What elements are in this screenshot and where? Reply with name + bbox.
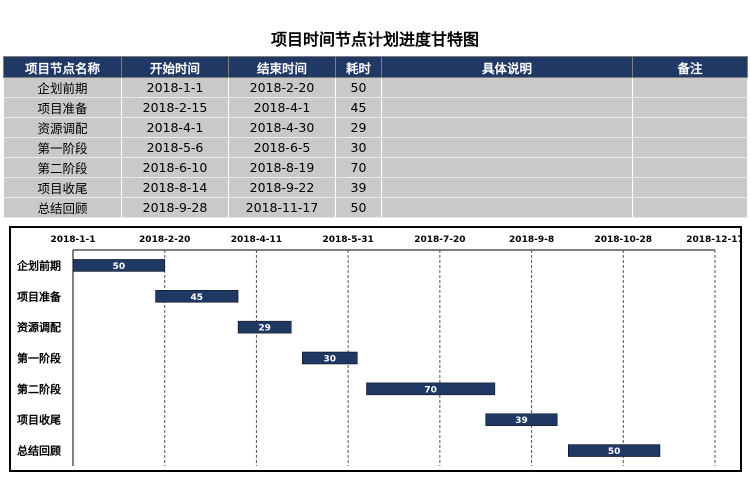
x-tick-label: 2018-12-17 [686,235,740,245]
cell-end-time[interactable]: 2018-2-20 [228,77,336,98]
bar-data-label: 39 [515,416,528,426]
header-end-time: 结束时间 [228,56,336,78]
cell-remarks[interactable] [632,157,748,178]
gantt-chart-canvas: 2018-1-1 2018-2-20 2018-4-11 2018-5-31 2018-… [16,235,740,466]
category-label: 企划前期 [16,258,61,272]
cell-description[interactable] [381,157,633,178]
bar-data-label: 30 [324,355,337,365]
cell-start-time[interactable]: 2018-2-15 [121,97,229,118]
cell-remarks[interactable] [632,137,748,158]
schedule-table: 项目节点名称 开始时间 结束时间 耗时 具体说明 备注 企划前期 2018-1-… [3,56,748,218]
header-description: 具体说明 [381,56,633,78]
header-node-name: 项目节点名称 [3,56,122,78]
bar-data-label: 45 [191,293,204,303]
cell-duration[interactable]: 70 [335,157,382,178]
cell-description[interactable] [381,137,633,158]
table-row: 第一阶段 2018-5-6 2018-6-5 30 [3,137,748,158]
table-row: 资源调配 2018-4-1 2018-4-30 29 [3,117,748,138]
gantt-bar [302,351,358,365]
cell-end-time[interactable]: 2018-4-1 [228,97,336,118]
table-row: 企划前期 2018-1-1 2018-2-20 50 [3,77,748,98]
cell-node-name[interactable]: 企划前期 [3,77,122,98]
cell-node-name[interactable]: 第二阶段 [3,157,122,178]
x-tick-label: 2018-7-20 [414,235,465,245]
x-tick-label: 2018-9-8 [509,235,554,245]
table-row: 总结回顾 2018-9-28 2018-11-17 50 [3,197,748,218]
cell-duration[interactable]: 39 [335,177,382,198]
cell-duration[interactable]: 30 [335,137,382,158]
cell-remarks[interactable] [632,97,748,118]
cell-description[interactable] [381,117,633,138]
gantt-chart: 2018-1-1 2018-2-20 2018-4-11 2018-5-31 2018-… [9,226,742,472]
category-label: 项目准备 [17,289,62,303]
category-label: 资源调配 [17,320,61,334]
gantt-bar [72,259,165,272]
table-row: 项目准备 2018-2-15 2018-4-1 45 [3,97,748,118]
bar-data-label: 50 [608,447,621,457]
cell-remarks[interactable] [632,197,748,218]
cell-duration[interactable]: 50 [335,197,382,218]
cell-duration[interactable]: 29 [335,117,382,138]
cell-node-name[interactable]: 资源调配 [3,117,122,138]
cell-node-name[interactable]: 项目准备 [3,97,122,118]
x-tick-label: 2018-4-11 [231,235,282,245]
gantt-bar [155,290,239,303]
x-tick-label: 2018-2-20 [139,235,190,245]
table-row: 第二阶段 2018-6-10 2018-8-19 70 [3,157,748,178]
cell-start-time[interactable]: 2018-4-1 [121,117,229,138]
bar-data-label: 70 [424,385,437,395]
cell-start-time[interactable]: 2018-5-6 [121,137,229,158]
cell-duration[interactable]: 50 [335,77,382,98]
gantt-bar [568,444,661,457]
header-start-time: 开始时间 [121,56,229,78]
page-title: 项目时间节点计划进度甘特图 [270,30,479,49]
cell-start-time[interactable]: 2018-9-28 [121,197,229,218]
x-tick-label: 2018-1-1 [50,235,95,245]
cell-end-time[interactable]: 2018-8-19 [228,157,336,178]
table-row: 项目收尾 2018-8-14 2018-9-22 39 [3,177,748,198]
category-label: 第一阶段 [17,351,61,365]
cell-duration[interactable]: 45 [335,97,382,118]
header-remarks: 备注 [632,56,748,78]
cell-remarks[interactable] [632,77,748,98]
cell-node-name[interactable]: 总结回顾 [3,197,122,218]
cell-end-time[interactable]: 2018-11-17 [228,197,336,218]
cell-remarks[interactable] [632,177,748,198]
x-tick-label: 2018-10-28 [594,235,652,245]
cell-node-name[interactable]: 第一阶段 [3,137,122,158]
cell-remarks[interactable] [632,117,748,138]
category-label: 第二阶段 [17,382,61,396]
table-header-row: 项目节点名称 开始时间 结束时间 耗时 具体说明 备注 [3,56,748,78]
gantt-bar [485,413,558,426]
cell-node-name[interactable]: 项目收尾 [3,177,122,198]
category-label: 总结回顾 [17,444,61,458]
header-duration: 耗时 [335,56,382,78]
cell-end-time[interactable]: 2018-9-22 [228,177,336,198]
cell-description[interactable] [381,97,633,118]
bar-data-label: 29 [258,324,271,334]
x-tick-label: 2018-5-31 [322,235,373,245]
cell-start-time[interactable]: 2018-1-1 [121,77,229,98]
cell-description[interactable] [381,177,633,198]
gantt-bar [237,320,292,334]
bar-data-label: 50 [113,262,126,272]
cell-start-time[interactable]: 2018-6-10 [121,157,229,178]
cell-start-time[interactable]: 2018-8-14 [121,177,229,198]
cell-end-time[interactable]: 2018-4-30 [228,117,336,138]
cell-end-time[interactable]: 2018-6-5 [228,137,336,158]
gantt-bar [366,382,496,396]
cell-description[interactable] [381,77,633,98]
cell-description[interactable] [381,197,633,218]
category-label: 项目收尾 [17,413,61,427]
